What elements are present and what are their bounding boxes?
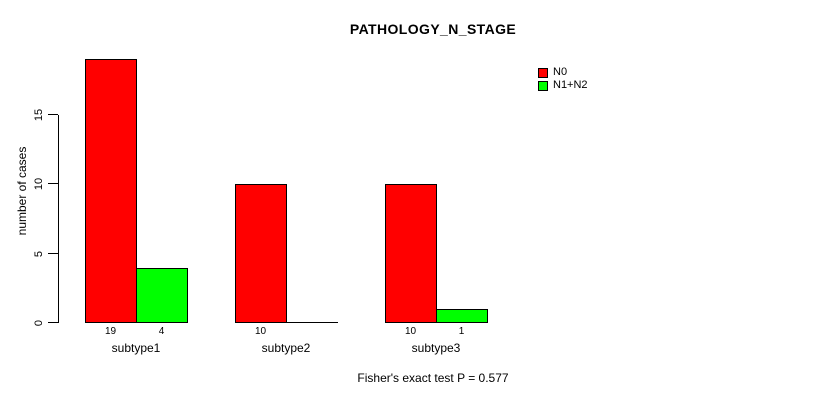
bar-value-label: 10 [254, 326, 267, 337]
y-tick-label: 10 [33, 177, 45, 191]
y-axis-line [58, 115, 59, 323]
y-tick [48, 322, 58, 323]
bar-value-label: 4 [158, 326, 165, 337]
y-tick-label: 15 [33, 108, 45, 122]
bar-n1n2-subtype3 [436, 309, 488, 323]
legend: N0 N1+N2 [538, 66, 588, 92]
legend-label-n1n2: N1+N2 [553, 79, 588, 91]
category-label-subtype3: subtype3 [411, 341, 461, 355]
legend-item-n0: N0 [538, 66, 588, 79]
bar-n1n2-subtype2-zero [286, 322, 338, 323]
category-label-subtype2: subtype2 [261, 341, 311, 355]
bar-n1n2-subtype1 [136, 268, 188, 323]
chart-title: PATHOLOGY_N_STAGE [349, 21, 517, 37]
y-tick [48, 183, 58, 184]
bar-n0-subtype3 [385, 184, 437, 323]
y-tick-label: 5 [33, 250, 45, 258]
legend-item-n1n2: N1+N2 [538, 79, 588, 92]
bar-value-label: 19 [104, 326, 117, 337]
bar-n0-subtype2 [235, 184, 287, 323]
y-tick [48, 114, 58, 115]
bar-value-label: 10 [404, 326, 417, 337]
y-tick-label: 0 [33, 319, 45, 327]
annotation-fisher-test: Fisher's exact test P = 0.577 [357, 371, 509, 385]
bar-n0-subtype1 [85, 59, 137, 323]
bar-value-label: 1 [458, 326, 465, 337]
category-label-subtype1: subtype1 [111, 341, 161, 355]
legend-label-n0: N0 [553, 66, 568, 78]
legend-swatch-n0 [538, 67, 548, 78]
y-tick [48, 253, 58, 254]
y-axis-title: number of cases [15, 146, 29, 236]
legend-swatch-n1n2 [538, 80, 548, 91]
